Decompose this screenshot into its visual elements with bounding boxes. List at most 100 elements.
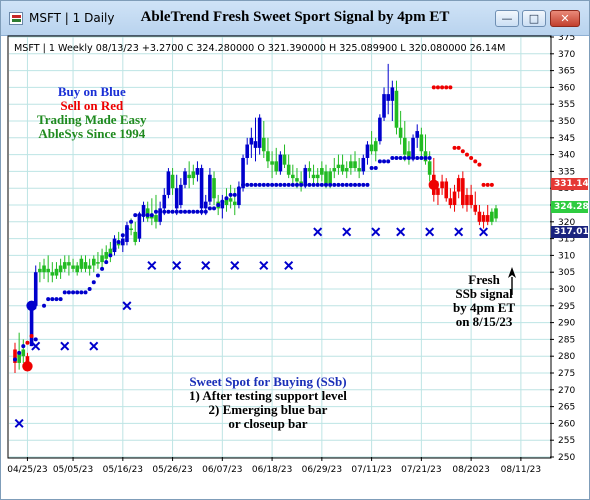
stop-dot <box>344 182 349 187</box>
y-tick-label: 360 <box>558 83 575 93</box>
y-tick-label: 340 <box>558 151 575 161</box>
title-bar[interactable]: MSFT | 1 Daily AbleTrend Fresh Sweet Spo… <box>1 1 589 36</box>
stop-dot <box>311 182 316 187</box>
y-tick-label: 300 <box>558 285 575 295</box>
candle-body <box>315 174 320 179</box>
stop-dot <box>249 182 254 187</box>
cross-icon <box>89 341 99 351</box>
stop-dot <box>21 344 26 349</box>
candle-body <box>365 144 370 158</box>
stop-dot <box>489 182 494 187</box>
cross-icon <box>454 227 464 237</box>
stop-dot <box>75 290 80 295</box>
legend-sell: Sell on Red <box>60 98 124 113</box>
candle-body <box>278 154 283 172</box>
cross-marker <box>201 260 211 270</box>
legend-easy: Trading Made Easy <box>37 112 147 127</box>
stop-dot <box>265 182 270 187</box>
stop-dot <box>79 290 84 295</box>
close-button[interactable]: ✕ <box>550 10 580 27</box>
candle-body <box>378 117 382 142</box>
candle-body <box>245 144 250 158</box>
x-tick-label: 07/21/23 <box>401 465 441 475</box>
cross-icon <box>259 260 269 270</box>
minimize-button[interactable]: — <box>495 10 519 27</box>
candle-body <box>473 205 478 212</box>
candle-body <box>394 90 399 128</box>
stop-dot <box>398 155 403 160</box>
stop-dot <box>444 85 449 90</box>
stop-dot <box>87 287 92 291</box>
price-tag-close-red: 331.140 <box>551 178 588 191</box>
stop-dot <box>278 182 283 187</box>
stop-dot <box>290 182 295 187</box>
cross-marker <box>230 260 240 270</box>
stop-dot <box>365 182 370 187</box>
candle-body <box>170 174 175 189</box>
stop-dot <box>448 85 453 90</box>
stop-dot <box>158 209 163 214</box>
cross-icon <box>479 227 489 237</box>
x-tick-label: 05/26/23 <box>152 465 192 475</box>
stop-dot <box>270 182 275 187</box>
candle-body <box>353 161 357 169</box>
candle-body <box>208 174 212 202</box>
y-tick-label: 365 <box>558 67 575 77</box>
candle-body <box>129 228 133 231</box>
stop-dot <box>411 155 416 160</box>
cross-marker <box>31 341 41 351</box>
y-tick-label: 375 <box>558 35 575 43</box>
candle-body <box>477 211 482 222</box>
window-title: MSFT | 1 Daily <box>29 11 115 25</box>
stop-dot <box>153 209 158 214</box>
stop-dot <box>427 155 432 160</box>
candle-body <box>440 181 444 189</box>
candle-body <box>270 161 274 165</box>
candle-body <box>96 262 100 264</box>
candle-body <box>469 194 473 205</box>
stop-dot <box>299 182 304 187</box>
stop-dot <box>332 182 337 187</box>
candle-body <box>361 157 366 172</box>
stop-dot <box>71 290 76 295</box>
candle-body <box>369 144 374 152</box>
stop-dot <box>261 182 266 187</box>
maximize-button[interactable]: □ <box>522 10 546 27</box>
candle-body <box>33 272 38 306</box>
stop-dot <box>456 145 461 150</box>
arrow-up-icon <box>508 267 516 278</box>
candle-body <box>295 178 299 182</box>
candle-body <box>373 141 378 152</box>
y-tick-label: 355 <box>558 100 575 110</box>
y-tick-label: 320 <box>558 218 575 228</box>
stop-dot <box>104 260 109 265</box>
cross-icon <box>31 341 41 351</box>
candle-body <box>137 215 142 239</box>
stop-dot <box>108 253 113 258</box>
cross-marker <box>454 227 464 237</box>
chart-app-icon <box>9 12 23 25</box>
x-tick-label: 06/07/23 <box>202 465 242 475</box>
candle-body <box>13 349 17 363</box>
stop-dot <box>328 182 333 187</box>
candle-body <box>199 168 204 209</box>
minimize-icon: — <box>501 12 513 25</box>
fresh-signal-note: Fresh SSb signal by 4pm ET on 8/15/23 <box>453 273 515 329</box>
stop-dot <box>29 334 34 339</box>
cross-marker <box>122 301 132 311</box>
stop-dot <box>473 159 478 164</box>
stop-dot <box>54 297 59 302</box>
candle-body <box>494 208 498 219</box>
stop-dot <box>112 246 117 251</box>
sweet-spot-rule1: 1) After testing support level <box>189 388 347 403</box>
candle-body <box>311 174 316 179</box>
candle-body <box>228 198 233 202</box>
price-chart[interactable]: 250 255 260 265 270 275 280 285 290 295 300 305 310 3… <box>1 35 589 500</box>
stop-dot <box>50 297 55 302</box>
candle-body <box>87 265 92 269</box>
candle-body <box>419 134 424 152</box>
y-tick-label: 255 <box>558 436 575 446</box>
stop-dot <box>199 209 204 214</box>
candle-body <box>490 211 494 222</box>
